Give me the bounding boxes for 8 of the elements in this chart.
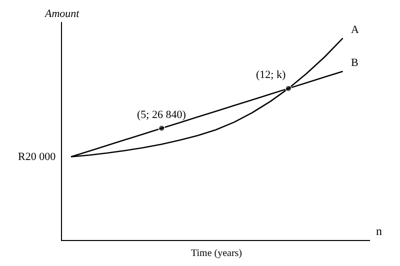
series-label: A <box>351 24 359 36</box>
text: n <box>376 224 382 238</box>
data-label: R20 000 <box>18 151 56 163</box>
y-axis-title: Amount <box>44 8 80 20</box>
annotation: (12; k) <box>256 69 286 81</box>
data-label: (5; 26 840) <box>137 109 186 121</box>
text: Time (years) <box>191 248 242 259</box>
series-label: B <box>351 57 358 69</box>
